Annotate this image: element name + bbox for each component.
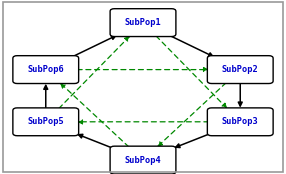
- FancyBboxPatch shape: [13, 108, 79, 136]
- FancyArrowPatch shape: [79, 120, 209, 124]
- Text: SubPop5: SubPop5: [27, 117, 64, 126]
- FancyArrowPatch shape: [156, 36, 226, 108]
- Text: SubPop2: SubPop2: [222, 65, 259, 74]
- FancyBboxPatch shape: [13, 56, 79, 84]
- FancyBboxPatch shape: [207, 108, 273, 136]
- FancyBboxPatch shape: [207, 56, 273, 84]
- FancyArrowPatch shape: [169, 35, 213, 56]
- FancyArrowPatch shape: [61, 84, 129, 147]
- FancyArrowPatch shape: [158, 83, 226, 146]
- FancyArrowPatch shape: [72, 36, 116, 57]
- FancyArrowPatch shape: [238, 84, 242, 106]
- FancyBboxPatch shape: [110, 146, 176, 174]
- FancyArrowPatch shape: [59, 37, 129, 109]
- Text: SubPop3: SubPop3: [222, 117, 259, 126]
- Text: SubPop6: SubPop6: [27, 65, 64, 74]
- FancyArrowPatch shape: [77, 68, 207, 72]
- Text: SubPop4: SubPop4: [125, 156, 161, 165]
- Text: SubPop1: SubPop1: [125, 18, 161, 27]
- FancyArrowPatch shape: [79, 134, 112, 148]
- FancyArrowPatch shape: [176, 134, 209, 148]
- FancyBboxPatch shape: [110, 9, 176, 37]
- FancyArrowPatch shape: [44, 85, 48, 108]
